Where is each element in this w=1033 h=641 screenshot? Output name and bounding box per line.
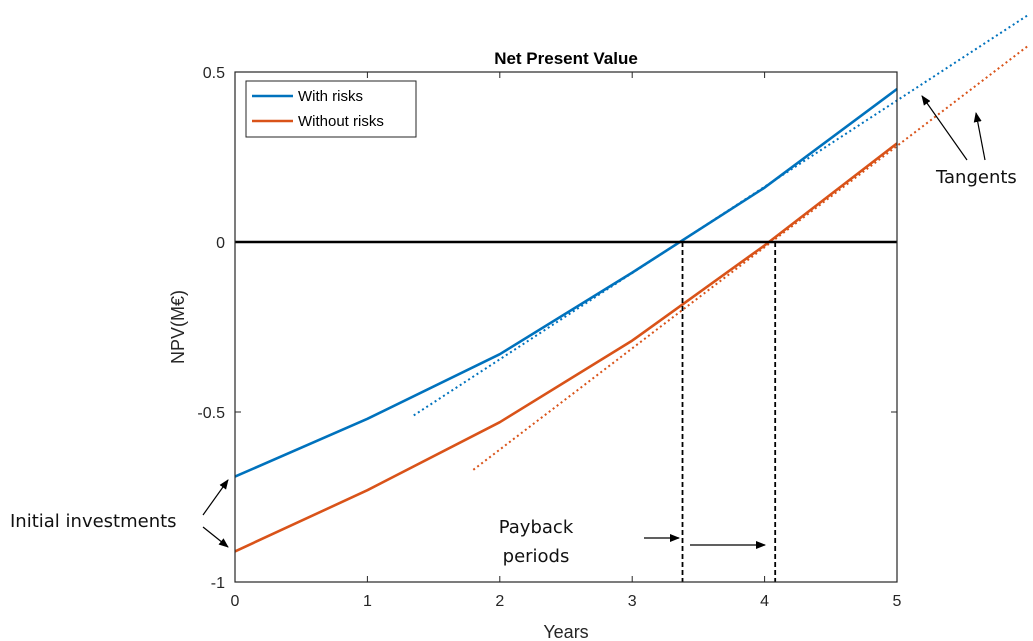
series-lines xyxy=(234,87,898,553)
x-tick-label: 2 xyxy=(495,593,504,610)
x-axis-label: Years xyxy=(543,622,588,641)
y-tick-label: -1 xyxy=(211,575,225,592)
initial-investments-arrow-top xyxy=(202,479,229,516)
payback-label-line1: Payback xyxy=(499,517,574,538)
tangent-line-1 xyxy=(472,44,1031,471)
legend-label-without-risks: Without risks xyxy=(298,113,384,130)
chart-title: Net Present Value xyxy=(494,49,638,68)
y-tick-label: -0.5 xyxy=(197,405,225,422)
payback-label-line2: periods xyxy=(503,546,570,567)
legend-label-with-risks: With risks xyxy=(298,88,363,105)
series-line-without-risks xyxy=(234,142,898,553)
tangent-lines-outside xyxy=(413,13,1031,471)
x-tick-label: 0 xyxy=(231,593,240,610)
x-tick-label: 1 xyxy=(363,593,372,610)
legend: With risks Without risks xyxy=(245,80,417,138)
annotation-tangents: Tangents xyxy=(921,95,1017,188)
legend-box xyxy=(245,80,417,138)
x-tick-label: 5 xyxy=(893,593,902,610)
annotation-initial-investments: Initial investments xyxy=(10,479,229,548)
payback-guides xyxy=(681,242,777,582)
y-tick-label: 0 xyxy=(216,235,225,252)
initial-investments-arrow-bottom xyxy=(202,526,229,548)
x-tick-label: 4 xyxy=(760,593,769,610)
tangents-arrow-2 xyxy=(973,112,986,161)
plot-frame xyxy=(234,71,898,583)
series-line-with-risks xyxy=(234,87,898,478)
tangents-label: Tangents xyxy=(935,167,1017,188)
y-tick-label: 0.5 xyxy=(203,65,225,82)
annotation-payback-periods: Payback periods xyxy=(499,517,766,567)
y-axis-label: NPV(M€) xyxy=(168,290,188,364)
tangents-arrow-1 xyxy=(921,95,968,161)
initial-investments-label: Initial investments xyxy=(10,511,177,532)
x-tick-label: 3 xyxy=(628,593,637,610)
